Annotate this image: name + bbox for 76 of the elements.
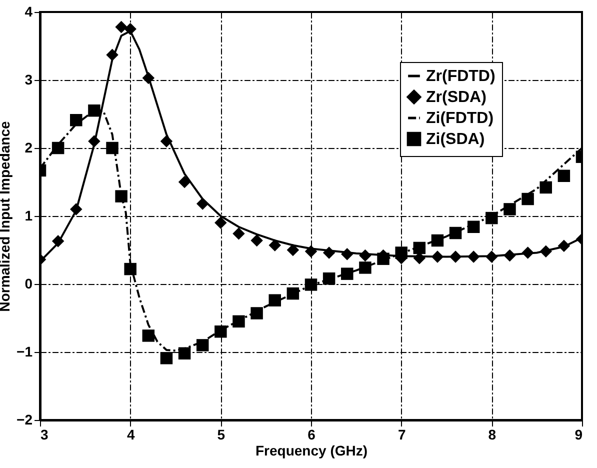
x-tick-label: 7: [398, 426, 406, 442]
point: [232, 315, 245, 328]
point: [522, 192, 534, 206]
point: [250, 307, 263, 320]
legend-label: Zr(SDA): [426, 89, 486, 106]
point: [304, 278, 318, 291]
point: [359, 249, 372, 262]
y-tick-label: −2: [16, 412, 33, 428]
point: [250, 234, 263, 247]
point: [286, 287, 300, 300]
point: [70, 114, 82, 126]
point: [142, 72, 155, 84]
point: [486, 250, 498, 263]
point: [160, 135, 173, 148]
x-tick-label: 4: [126, 426, 135, 442]
point: [341, 248, 354, 260]
x-tick-label: 3: [40, 426, 48, 442]
point: [504, 249, 516, 262]
point: [486, 212, 498, 224]
point: [142, 330, 155, 342]
point: [286, 244, 300, 256]
point: [322, 272, 336, 285]
point: [322, 246, 336, 259]
legend-label: Zr(FDTD): [426, 68, 496, 85]
point: [160, 352, 173, 364]
point: [106, 142, 118, 154]
point: [214, 325, 227, 338]
legend-label: Zi(FDTD): [426, 110, 494, 127]
point: [467, 250, 480, 263]
point: [115, 20, 128, 34]
point: [413, 242, 426, 254]
y-tick-label: 4: [24, 4, 33, 20]
point: [431, 234, 444, 247]
point: [522, 246, 534, 259]
point: [70, 203, 82, 216]
y-tick-label: 3: [24, 72, 33, 88]
point: [52, 142, 64, 154]
point: [540, 181, 552, 194]
point: [540, 245, 552, 258]
point: [268, 239, 281, 252]
point: [196, 198, 209, 210]
point: [467, 220, 480, 234]
y-tick-label: 1: [24, 208, 33, 224]
point: [124, 262, 136, 276]
x-axis-title: Frequency (GHz): [255, 442, 368, 458]
point: [449, 226, 462, 240]
x-tick-label: 5: [217, 426, 226, 442]
point: [196, 339, 209, 352]
x-tick-label: 9: [574, 426, 583, 442]
point: [449, 250, 462, 263]
point: [115, 190, 128, 202]
point: [395, 246, 408, 259]
point: [558, 170, 570, 182]
x-tick-label: 8: [488, 426, 496, 442]
point: [88, 104, 100, 117]
point: [232, 228, 245, 240]
point: [359, 262, 372, 274]
point: [431, 250, 444, 263]
point: [214, 216, 227, 229]
point: [88, 135, 100, 148]
y-tick-label: 0: [24, 276, 33, 292]
point: [558, 240, 570, 252]
point: [304, 245, 318, 258]
point: [178, 347, 191, 360]
y-tick-label: 2: [24, 140, 33, 156]
point: [178, 176, 191, 188]
point: [52, 235, 64, 248]
point: [124, 22, 136, 36]
legend-label: Zi(SDA): [426, 131, 485, 148]
point: [504, 203, 516, 216]
point: [377, 252, 390, 265]
point: [106, 48, 118, 61]
x-tick-label: 6: [308, 426, 316, 442]
point: [268, 294, 281, 306]
point: [341, 268, 354, 280]
y-tick-label: −1: [16, 344, 33, 360]
